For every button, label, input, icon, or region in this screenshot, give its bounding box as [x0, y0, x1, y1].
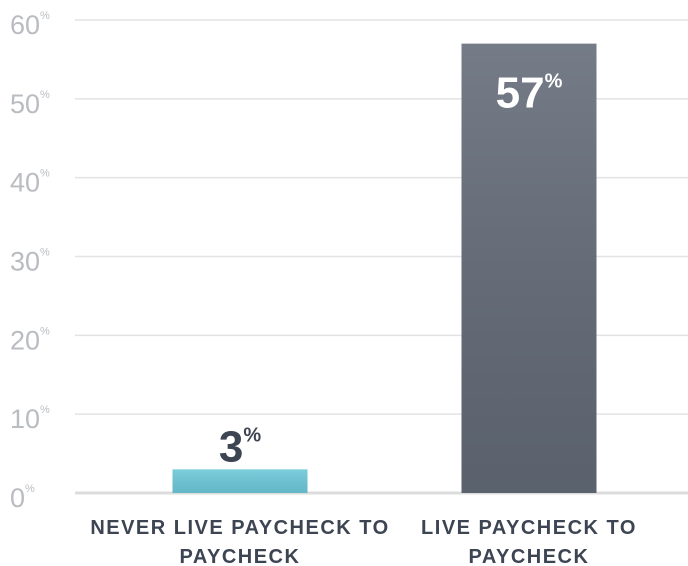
y-tick-label: 0% — [10, 483, 35, 513]
value-label: 3% — [219, 422, 261, 471]
y-tick-label: 40% — [10, 168, 50, 198]
bar — [172, 469, 308, 493]
y-tick-label: 60% — [10, 10, 50, 40]
value-label: 57% — [496, 69, 563, 118]
y-tick-label: 30% — [10, 247, 50, 277]
x-tick-label: NEVER LIVE PAYCHECK TO PAYCHECK — [90, 517, 390, 566]
y-tick-label: 20% — [10, 325, 50, 355]
x-tick-label: LIVE PAYCHECK TO PAYCHECK — [421, 517, 637, 566]
y-tick-label: 10% — [10, 404, 50, 434]
y-tick-label: 50% — [10, 89, 50, 119]
